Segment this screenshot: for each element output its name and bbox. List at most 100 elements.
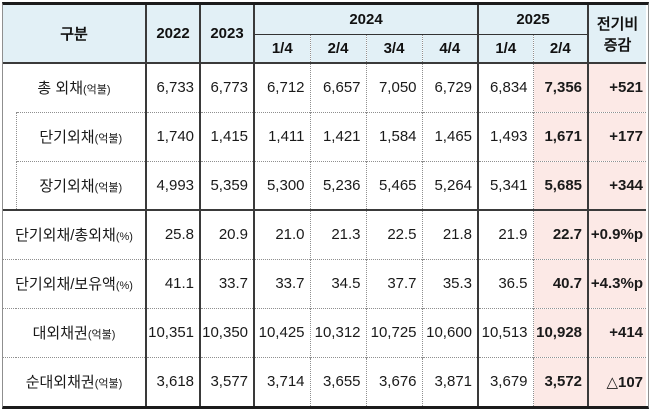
cell: 3,676 <box>366 356 423 406</box>
table-row-net-external-assets: 순대외채권(억불) 3,618 3,577 3,714 3,655 3,676 … <box>3 356 647 406</box>
cell: 33.7 <box>254 258 311 308</box>
cell: 21.8 <box>422 209 480 259</box>
row-label-unit: (%) <box>115 231 133 244</box>
cell: 6,834 <box>478 62 534 112</box>
row-label: 대외채권(억불) <box>3 307 148 357</box>
header-year-2022: 2022 <box>146 5 202 63</box>
header-2024-q4: 4/4 <box>422 33 480 63</box>
cell: 6,729 <box>422 62 480 112</box>
table-row-external-assets: 대외채권(억불) 10,351 10,350 10,425 10,312 10,… <box>3 307 647 357</box>
cell: 10,350 <box>200 307 256 357</box>
cell: 5,236 <box>310 160 367 210</box>
cell: 10,725 <box>366 307 423 357</box>
cell: 41.1 <box>146 258 202 308</box>
cell: 6,657 <box>310 62 367 112</box>
header-2024-q1: 1/4 <box>254 33 311 63</box>
external-debt-table-frame: 구분 2022 2023 2024 2025 전기비 증감 1/4 2/4 3/… <box>2 2 649 409</box>
header-2024-q3: 3/4 <box>366 33 423 63</box>
row-label-text: 순대외채권 <box>25 374 95 392</box>
header-2025-q1: 1/4 <box>478 33 534 63</box>
row-label: 총 외채(억불) <box>3 62 148 112</box>
cell: 3,618 <box>146 356 202 406</box>
cell: 20.9 <box>200 209 256 259</box>
cell-highlight: 40.7 <box>533 258 590 308</box>
table-row-short-term-to-reserves-ratio: 단기외채/보유액(%) 41.1 33.7 33.7 34.5 37.7 35.… <box>3 258 647 308</box>
cell: 10,312 <box>310 307 367 357</box>
row-label: 단기외채/보유액(%) <box>3 258 148 308</box>
header-2025-q2: 2/4 <box>533 33 590 63</box>
cell: 3,871 <box>422 356 480 406</box>
cell-change: +414 <box>588 307 647 357</box>
cell-change: +177 <box>588 111 647 161</box>
cell: 3,655 <box>310 356 367 406</box>
cell: 1,740 <box>146 111 202 161</box>
table-row-total-external-debt: 총 외채(억불) 6,733 6,773 6,712 6,657 7,050 6… <box>3 62 647 112</box>
cell: 1,493 <box>478 111 534 161</box>
header-change-line1: 전기비 <box>596 15 639 33</box>
table-row-long-term-debt: 장기외채(억불) 4,993 5,359 5,300 5,236 5,465 5… <box>3 160 647 210</box>
cell: 1,411 <box>254 111 311 161</box>
row-label-unit: (억불) <box>94 133 123 145</box>
row-label-unit: (억불) <box>87 329 116 341</box>
header-change: 전기비 증감 <box>588 5 647 63</box>
table-row-short-term-debt: 단기외채(억불) 1,740 1,415 1,411 1,421 1,584 1… <box>3 111 647 161</box>
row-label-unit: (억불) <box>83 84 111 97</box>
cell: 22.5 <box>366 209 423 259</box>
cell-change: +0.9%p <box>588 209 647 259</box>
cell-change: +521 <box>588 62 647 112</box>
cell: 5,264 <box>422 160 480 210</box>
row-label-text: 총 외채 <box>37 80 83 98</box>
row-label-unit: (억불) <box>94 378 123 391</box>
cell: 34.5 <box>310 258 367 308</box>
cell: 10,600 <box>422 307 480 357</box>
row-label-text: 대외채권 <box>32 325 88 342</box>
row-label-text: 장기외채 <box>39 177 95 195</box>
header-change-line2: 증감 <box>603 36 632 54</box>
header-row-years: 구분 2022 2023 2024 2025 전기비 증감 <box>3 5 647 63</box>
row-label-text: 단기외채/보유액 <box>15 276 116 293</box>
cell: 6,712 <box>254 62 311 112</box>
header-row-quarters: 1/4 2/4 3/4 4/4 1/4 2/4 <box>3 33 646 63</box>
cell: 10,425 <box>254 307 311 357</box>
cell: 5,300 <box>254 160 311 210</box>
cell-highlight: 5,685 <box>533 160 590 210</box>
row-label: 단기외채/총외채(%) <box>3 209 148 259</box>
cell: 10,513 <box>478 307 534 357</box>
row-label: 단기외채(억불) <box>16 111 148 161</box>
header-year-2024: 2024 <box>254 5 480 34</box>
row-label-text: 단기외채 <box>39 129 95 146</box>
cell-highlight: 10,928 <box>533 307 590 357</box>
cell-highlight: 22.7 <box>533 209 590 259</box>
cell: 25.8 <box>146 209 202 259</box>
cell: 5,341 <box>478 160 534 210</box>
cell-change: +344 <box>588 160 647 210</box>
cell: 21.3 <box>310 209 367 259</box>
row-label: 순대외채권(억불) <box>3 356 148 406</box>
cell: 36.5 <box>478 258 534 308</box>
header-2024-q2: 2/4 <box>310 33 367 63</box>
cell: 6,773 <box>200 62 256 112</box>
cell-highlight: 3,572 <box>533 356 590 406</box>
cell: 3,577 <box>200 356 256 406</box>
cell-highlight: 1,671 <box>533 111 590 161</box>
cell: 1,584 <box>366 111 423 161</box>
header-year-2023: 2023 <box>200 5 256 63</box>
cell: 6,733 <box>146 62 202 112</box>
row-label-text: 단기외채/총외채 <box>15 227 116 245</box>
row-label: 장기외채(억불) <box>16 160 148 210</box>
cell: 1,421 <box>310 111 367 161</box>
cell: 33.7 <box>200 258 256 308</box>
cell: 1,465 <box>422 111 480 161</box>
external-debt-table: 구분 2022 2023 2024 2025 전기비 증감 1/4 2/4 3/… <box>3 5 647 406</box>
row-label-unit: (%) <box>115 280 133 292</box>
cell: 21.9 <box>478 209 534 259</box>
cell: 4,993 <box>146 160 202 210</box>
cell: 3,679 <box>478 356 534 406</box>
cell-highlight: 7,356 <box>533 62 590 112</box>
cell-change: △107 <box>588 356 647 406</box>
cell: 5,465 <box>366 160 423 210</box>
cell: 21.0 <box>254 209 311 259</box>
header-category: 구분 <box>3 5 148 63</box>
cell: 37.7 <box>366 258 423 308</box>
indent-cell <box>3 161 17 210</box>
